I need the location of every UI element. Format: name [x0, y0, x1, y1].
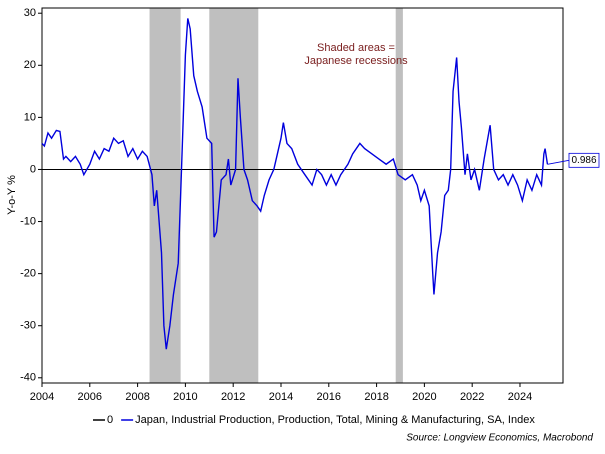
recession-band — [149, 8, 181, 383]
y-tick-label: -20 — [20, 268, 36, 280]
plot-frame — [41, 7, 564, 384]
y-tick-label: -30 — [20, 320, 36, 332]
annotation: Japanese recessions — [304, 55, 408, 67]
last-value-label: 0.986 — [571, 155, 596, 166]
y-tick-label: 10 — [24, 111, 36, 123]
x-tick-label: 2022 — [460, 391, 484, 403]
recession-band — [209, 8, 259, 383]
x-tick-label: 2010 — [173, 391, 197, 403]
x-tick-label: 2008 — [125, 391, 149, 403]
recession-band — [395, 8, 403, 383]
x-tick-label: 2016 — [317, 391, 341, 403]
source: Source: Longview Economics, Macrobond — [406, 433, 593, 444]
x-tick-label: 2018 — [364, 391, 388, 403]
legend-label: 0 — [107, 414, 113, 426]
y-axis-label: Y-o-Y % — [6, 175, 18, 215]
annotation: Shaded areas = — [317, 42, 395, 54]
y-tick-label: -40 — [20, 372, 36, 384]
y-tick-label: -10 — [20, 215, 36, 227]
y-tick-label: 30 — [24, 7, 36, 19]
x-tick-label: 2024 — [508, 391, 532, 403]
legend-label: Japan, Industrial Production, Production… — [135, 414, 535, 426]
x-tick-label: 2004 — [30, 391, 54, 403]
x-tick-label: 2006 — [78, 391, 102, 403]
x-tick-label: 2012 — [221, 391, 245, 403]
last-value-leader — [547, 159, 570, 165]
y-tick-label: 20 — [24, 59, 36, 71]
x-tick-label: 2014 — [269, 391, 293, 403]
last-value-box — [568, 152, 600, 168]
data-line — [41, 18, 549, 350]
x-tick-label: 2020 — [412, 391, 436, 403]
y-tick-label: 0 — [30, 163, 36, 175]
